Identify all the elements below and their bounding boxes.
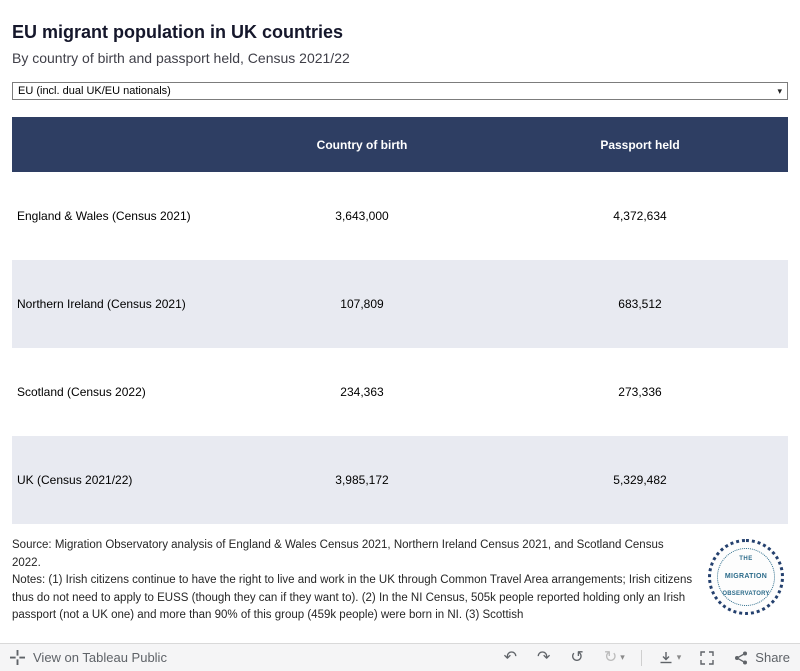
logo-dotted-ring: THE MIGRATION OBSERVATORY: [708, 539, 784, 615]
header-country-of-birth: Country of birth: [316, 137, 408, 152]
row-passport-held-value: 683,512: [618, 297, 662, 311]
refresh-icon: ↻: [603, 648, 618, 666]
fullscreen-icon[interactable]: [699, 650, 715, 666]
toolbar-right-icons: ▾ Share: [658, 650, 790, 666]
row-country-of-birth-value: 3,985,172: [335, 473, 389, 487]
header-passport-held: Passport held: [600, 137, 680, 152]
logo-text-line: THE: [739, 555, 753, 562]
table-row[interactable]: UK (Census 2021/22) 3,985,172 5,329,482: [12, 436, 788, 524]
viz-content: EU migrant population in UK countries By…: [12, 22, 788, 625]
row-passport-held-value: 4,372,634: [613, 209, 667, 223]
filter-selected-value: EU (incl. dual UK/EU nationals): [18, 85, 171, 97]
footnotes: THE MIGRATION OBSERVATORY Source: Migrat…: [12, 537, 788, 625]
logo-text-line: MIGRATION: [724, 573, 768, 581]
row-passport-held-value: 273,336: [618, 385, 662, 399]
row-label: England & Wales (Census 2021): [17, 209, 191, 223]
row-country-of-birth-value: 107,809: [340, 297, 384, 311]
page-title: EU migrant population in UK countries: [12, 22, 344, 42]
dropdown-caret-icon: ▾: [777, 85, 782, 96]
row-country-of-birth-value: 3,643,000: [335, 209, 389, 223]
row-country-of-birth-value: 234,363: [340, 385, 384, 399]
logo-inner-circle: THE MIGRATION OBSERVATORY: [717, 548, 775, 606]
download-icon: [658, 650, 674, 666]
auto-update-caret-icon: ▾: [620, 652, 625, 662]
source-text: Source: Migration Observatory analysis o…: [12, 539, 664, 569]
row-label: Scotland (Census 2022): [17, 385, 146, 399]
table-row[interactable]: Northern Ireland (Census 2021) 107,809 6…: [12, 260, 788, 348]
view-on-tableau-label: View on Tableau Public: [33, 650, 167, 665]
row-label: Northern Ireland (Census 2021): [17, 297, 186, 311]
table-row[interactable]: Scotland (Census 2022) 234,363 273,336: [12, 348, 788, 436]
toolbar-history-icons: ↶ ↷ ↺ ↻ ▾: [503, 648, 625, 666]
logo-text-line: OBSERVATORY: [722, 590, 770, 597]
share-button[interactable]: Share: [733, 650, 790, 666]
auto-update-control[interactable]: ↻ ▾: [603, 648, 625, 666]
share-icon: [733, 650, 749, 666]
data-table: Country of birth Passport held England &…: [12, 117, 788, 524]
row-label: UK (Census 2021/22): [17, 473, 133, 487]
view-on-tableau-link[interactable]: View on Tableau Public: [10, 650, 167, 665]
undo-icon[interactable]: ↶: [503, 648, 518, 666]
notes-text: Notes: (1) Irish citizens continue to ha…: [12, 574, 693, 621]
download-control[interactable]: ▾: [658, 650, 682, 666]
migration-observatory-logo: THE MIGRATION OBSERVATORY: [708, 539, 784, 615]
table-header-row: Country of birth Passport held: [12, 117, 788, 172]
redo-icon[interactable]: ↷: [537, 648, 551, 666]
page-subtitle: By country of birth and passport held, C…: [12, 50, 350, 66]
tableau-grid-icon: [10, 650, 25, 665]
row-passport-held-value: 5,329,482: [613, 473, 667, 487]
share-label: Share: [755, 650, 790, 665]
tableau-toolbar: View on Tableau Public ↶ ↷ ↺ ↻ ▾ ▾: [0, 643, 800, 671]
replay-icon[interactable]: ↺: [570, 648, 584, 666]
table-row[interactable]: England & Wales (Census 2021) 3,643,000 …: [12, 172, 788, 260]
nationality-filter-select[interactable]: EU (incl. dual UK/EU nationals) ▾: [12, 82, 788, 100]
toolbar-separator: [640, 649, 642, 666]
download-caret-icon: ▾: [676, 652, 682, 662]
